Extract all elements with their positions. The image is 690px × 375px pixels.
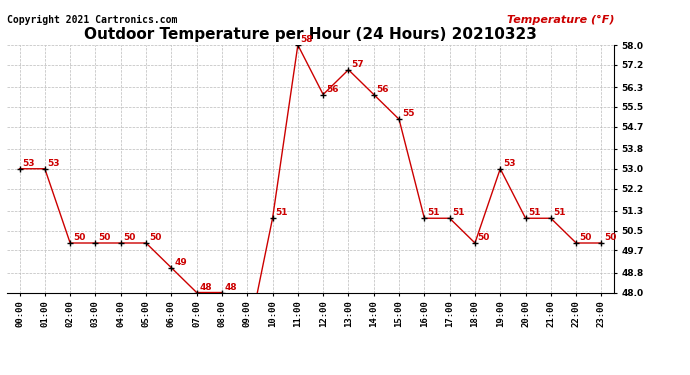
- Text: 50: 50: [579, 233, 591, 242]
- Text: 55: 55: [402, 110, 414, 118]
- Text: 51: 51: [529, 209, 541, 218]
- Text: 46: 46: [0, 374, 1, 375]
- Text: Copyright 2021 Cartronics.com: Copyright 2021 Cartronics.com: [7, 15, 177, 25]
- Text: 49: 49: [174, 258, 187, 267]
- Text: 53: 53: [503, 159, 515, 168]
- Text: 56: 56: [377, 85, 389, 94]
- Text: 48: 48: [199, 283, 212, 292]
- Text: 51: 51: [453, 209, 465, 218]
- Text: 48: 48: [225, 283, 237, 292]
- Title: Outdoor Temperature per Hour (24 Hours) 20210323: Outdoor Temperature per Hour (24 Hours) …: [84, 27, 537, 42]
- Text: 53: 53: [48, 159, 60, 168]
- Text: 56: 56: [326, 85, 338, 94]
- Text: 51: 51: [275, 209, 288, 218]
- Text: 58: 58: [301, 35, 313, 44]
- Text: Temperature (°F): Temperature (°F): [506, 15, 614, 25]
- Text: 51: 51: [427, 209, 440, 218]
- Text: 57: 57: [351, 60, 364, 69]
- Text: 50: 50: [98, 233, 110, 242]
- Text: 50: 50: [604, 233, 617, 242]
- Text: 50: 50: [73, 233, 86, 242]
- Text: 50: 50: [149, 233, 161, 242]
- Text: 50: 50: [477, 233, 490, 242]
- Text: 50: 50: [124, 233, 136, 242]
- Text: 53: 53: [22, 159, 34, 168]
- Text: 51: 51: [553, 209, 566, 218]
